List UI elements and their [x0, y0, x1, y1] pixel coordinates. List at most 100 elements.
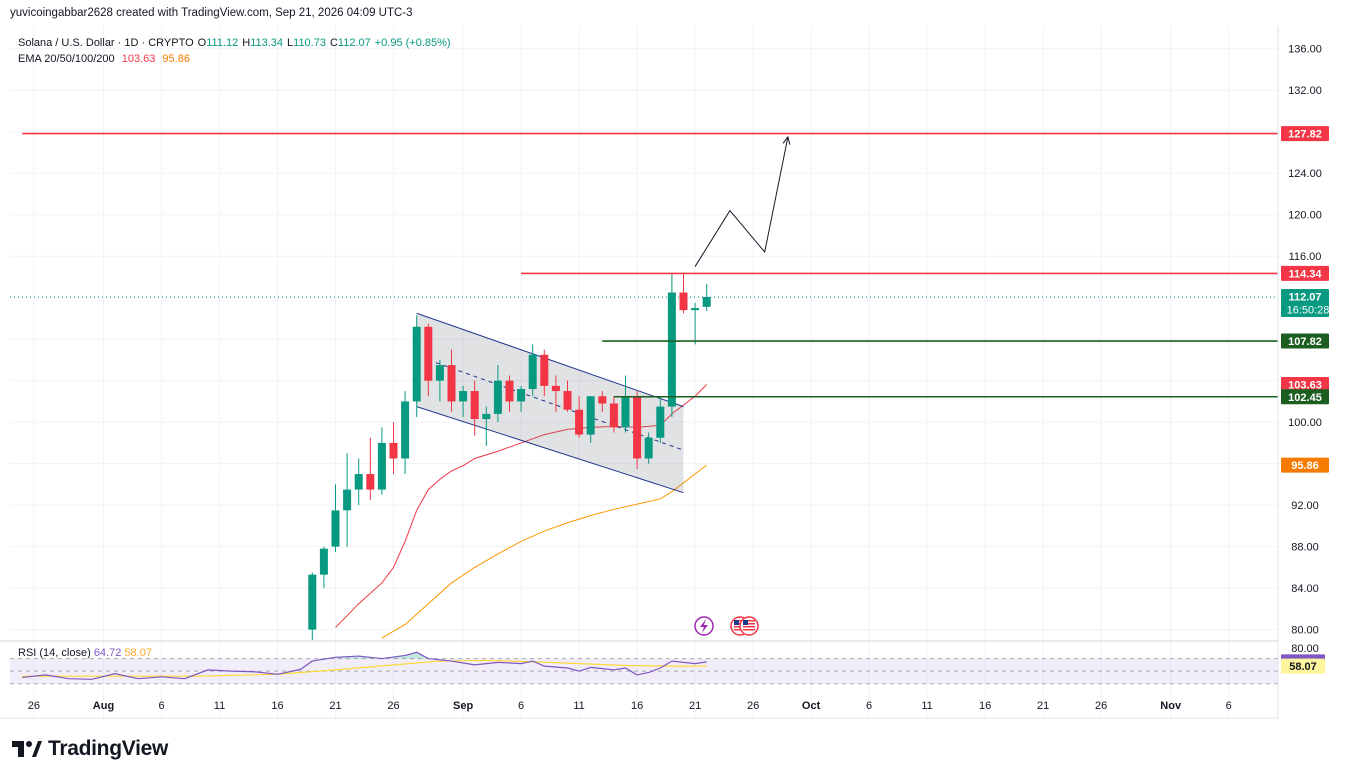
legend-ema-label[interactable]: EMA 20/50/100/200 — [18, 53, 115, 65]
tradingview-logo[interactable]: TradingView — [12, 737, 168, 761]
candle — [459, 385, 468, 417]
candle — [447, 349, 456, 412]
rsi-overbought-fill — [300, 652, 429, 659]
projection-arrowhead — [782, 135, 791, 145]
candle — [609, 396, 618, 433]
candle — [505, 375, 514, 412]
candle-body — [435, 365, 444, 381]
rsi-legend-value-2: 58.07 — [124, 647, 152, 659]
time-tick-label: 16 — [271, 700, 283, 712]
legend-ema-row: EMA 20/50/100/200 103.63 95.86 — [18, 51, 455, 67]
flag-stripe — [743, 629, 755, 631]
candle-body — [482, 413, 491, 420]
chart-grid — [0, 26, 1278, 718]
legend-symbol[interactable]: Solana / U.S. Dollar · 1D · CRYPTO — [18, 37, 194, 49]
time-tick-label: 6 — [158, 700, 164, 712]
price-tag-countdown: 16:50:28 — [1287, 304, 1330, 316]
time-tick-label: Sep — [453, 700, 473, 712]
candles — [308, 273, 711, 640]
brand-name: TradingView — [48, 737, 169, 760]
candle — [528, 344, 537, 397]
price-tick-label: 116.00 — [1289, 251, 1322, 263]
legend-ohlc-row: Solana / U.S. Dollar · 1D · CRYPTO O111.1… — [18, 35, 455, 51]
price-tag: 114.34 — [1281, 265, 1329, 281]
candle — [517, 385, 526, 412]
price-tick-label: 120.00 — [1288, 210, 1322, 222]
horizontal-levels — [22, 132, 1278, 398]
descending-channel — [416, 312, 684, 494]
lightning-icon — [694, 616, 714, 636]
price-tag-label: 103.63 — [1288, 380, 1322, 392]
time-tick-label: 16 — [631, 700, 643, 712]
candle-body — [389, 442, 398, 459]
candle-body — [366, 474, 375, 490]
candle — [354, 458, 363, 506]
price-tag: 103.63 — [1281, 377, 1329, 393]
price-tick-label: 92.00 — [1291, 500, 1319, 512]
rsi-tag-bg — [1281, 658, 1325, 674]
time-tick-label: 6 — [1226, 700, 1232, 712]
event-markers — [694, 616, 759, 636]
price-tick-label: 124.00 — [1288, 168, 1322, 180]
time-tick-label: 21 — [329, 700, 341, 712]
candle — [551, 375, 560, 412]
candle — [691, 302, 700, 345]
tradingview-logo-icon — [12, 741, 42, 757]
candle-body — [691, 308, 700, 311]
price-tag-label: 114.34 — [1288, 268, 1322, 280]
rsi-tag: 58.07 — [1281, 658, 1325, 674]
rsi-legend: RSI (14, close) 64.72 58.07 — [18, 647, 152, 659]
ema-fast-line — [335, 384, 708, 628]
candle-body — [319, 548, 328, 575]
flag-canton — [734, 620, 739, 625]
candle — [540, 349, 549, 397]
candle — [401, 391, 410, 475]
candle — [656, 396, 665, 443]
flag-canton — [743, 620, 748, 625]
price-tag: 95.86 — [1281, 457, 1329, 473]
candle-body — [679, 292, 688, 311]
time-tick-label: 11 — [573, 700, 584, 712]
candle — [575, 396, 584, 438]
candle — [343, 453, 352, 547]
candle — [331, 484, 340, 552]
candle-body — [459, 391, 468, 402]
candle — [319, 546, 328, 589]
candle — [644, 432, 653, 464]
candle — [389, 422, 398, 475]
candle-body — [517, 388, 526, 402]
time-tick-label: 11 — [921, 700, 932, 712]
candle — [308, 572, 317, 640]
time-tick-label: 21 — [1037, 700, 1049, 712]
price-tag-label: 127.82 — [1288, 129, 1322, 141]
candle — [412, 315, 421, 417]
price-tick-label: 84.00 — [1291, 583, 1319, 595]
candle-body — [470, 391, 479, 420]
rsi-line — [22, 651, 707, 680]
candle-body — [633, 396, 642, 459]
price-tags: 127.82114.34112.0716:50:28107.82103.6310… — [1281, 126, 1330, 674]
candle-body — [702, 296, 711, 307]
candle-body — [401, 401, 410, 459]
rsi-legend-label[interactable]: RSI (14, close) — [18, 647, 91, 659]
legend-h-label: H — [242, 37, 251, 49]
flag-stripe — [734, 620, 746, 622]
price-tick-label: 80.00 — [1291, 643, 1319, 655]
price-tag-label: 95.86 — [1291, 460, 1319, 472]
candle-body — [598, 396, 607, 404]
candle — [598, 391, 607, 412]
candle-body — [540, 354, 549, 386]
candle-body — [424, 326, 433, 381]
projection-line — [694, 136, 789, 267]
us-flag-icon — [739, 616, 759, 636]
candle — [424, 323, 433, 397]
time-tick-label: Nov — [1160, 700, 1182, 712]
price-tick-label: 136.00 — [1288, 44, 1322, 56]
rsi-legend-value-1: 64.72 — [93, 647, 122, 659]
price-tag-bg — [1281, 333, 1329, 349]
ema-lines — [335, 384, 708, 639]
projection-path — [694, 135, 791, 267]
flag-stripe — [743, 623, 755, 625]
candle-body — [644, 437, 653, 459]
